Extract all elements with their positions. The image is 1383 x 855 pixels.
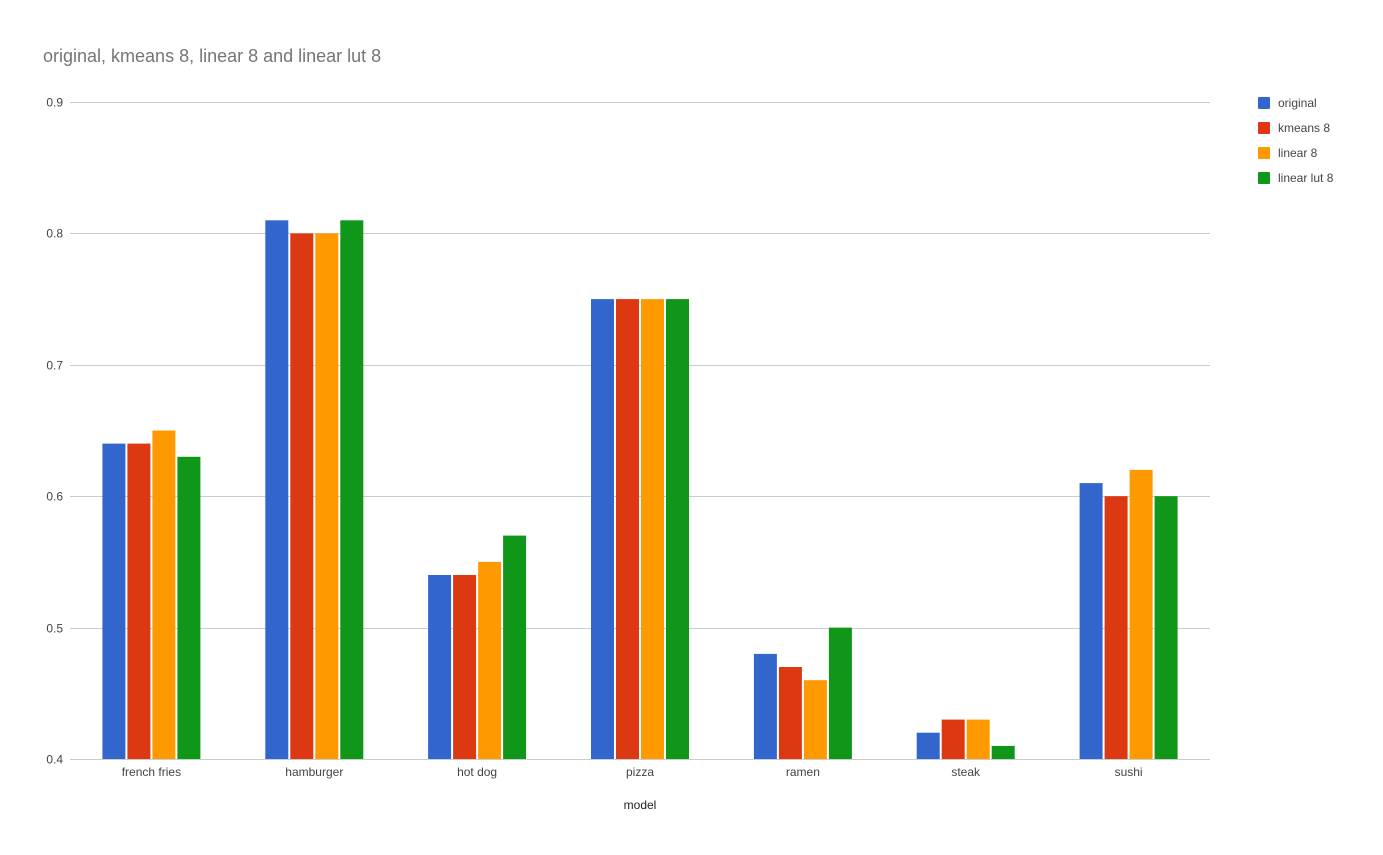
bar-linear-8-ramen bbox=[803, 680, 827, 759]
y-tick-label: 0.7 bbox=[46, 359, 63, 373]
x-category-label: steak bbox=[951, 765, 981, 779]
bar-original-pizza bbox=[591, 299, 614, 759]
bar-kmeans-8-french-fries bbox=[127, 443, 151, 759]
y-tick-label: 0.9 bbox=[46, 96, 63, 110]
bar-linear-lut-8-steak bbox=[991, 745, 1015, 759]
bar-linear-lut-8-pizza bbox=[666, 299, 689, 759]
legend-swatch bbox=[1258, 172, 1270, 184]
legend-swatch bbox=[1258, 122, 1270, 134]
bar-linear-lut-8-ramen bbox=[828, 627, 852, 759]
bar-kmeans-8-pizza bbox=[616, 299, 639, 759]
bar-original-ramen bbox=[753, 653, 777, 759]
x-axis-title: model bbox=[624, 798, 657, 812]
bar-linear-8-steak bbox=[966, 719, 990, 759]
gridlines bbox=[70, 102, 1210, 760]
bar-linear-lut-8-hamburger bbox=[340, 220, 364, 760]
bar-kmeans-8-hot-dog bbox=[453, 575, 477, 759]
chart-title: original, kmeans 8, linear 8 and linear … bbox=[43, 46, 381, 66]
x-category-label: pizza bbox=[626, 765, 654, 779]
bar-original-french-fries bbox=[102, 443, 126, 759]
y-tick-label: 0.6 bbox=[46, 490, 63, 504]
bar-original-hot-dog bbox=[428, 575, 452, 759]
y-tick-label: 0.8 bbox=[46, 227, 63, 241]
x-category-label: french fries bbox=[122, 765, 181, 779]
bar-original-sushi bbox=[1079, 483, 1103, 759]
legend-swatch bbox=[1258, 97, 1270, 109]
legend: original kmeans 8 linear 8 linear lut 8 bbox=[1258, 96, 1334, 185]
x-category-label: ramen bbox=[786, 765, 820, 779]
bar-linear-8-hot-dog bbox=[478, 561, 502, 759]
x-category-label: hamburger bbox=[285, 765, 343, 779]
x-axis-categories: french fries hamburger hot dog pizza ramen st… bbox=[122, 765, 1143, 779]
bar-linear-8-sushi bbox=[1129, 469, 1153, 759]
bar-linear-8-french-fries bbox=[152, 430, 176, 759]
bar-linear-lut-8-hot-dog bbox=[503, 535, 527, 759]
bar-kmeans-8-sushi bbox=[1104, 496, 1128, 759]
y-axis-ticks: 0.4 0.5 0.6 0.7 0.8 0.9 bbox=[46, 96, 63, 767]
legend-label: linear lut 8 bbox=[1278, 171, 1334, 185]
legend-label: linear 8 bbox=[1278, 146, 1318, 160]
bar-kmeans-8-hamburger bbox=[290, 233, 314, 759]
bar-linear-lut-8-french-fries bbox=[177, 456, 201, 759]
bar-linear-8-pizza bbox=[641, 299, 664, 759]
y-tick-label: 0.5 bbox=[46, 622, 63, 636]
bar-original-hamburger bbox=[265, 220, 289, 760]
bar-kmeans-8-ramen bbox=[778, 667, 802, 759]
legend-label: original bbox=[1278, 96, 1317, 110]
bar-kmeans-8-steak bbox=[941, 719, 965, 759]
bar-linear-lut-8-sushi bbox=[1154, 496, 1178, 759]
legend-label: kmeans 8 bbox=[1278, 121, 1330, 135]
legend-swatch bbox=[1258, 147, 1270, 159]
bar-linear-8-hamburger bbox=[315, 233, 339, 759]
bar-original-steak bbox=[916, 732, 940, 759]
y-tick-label: 0.4 bbox=[46, 753, 63, 767]
x-category-label: hot dog bbox=[457, 765, 497, 779]
bars bbox=[102, 220, 1178, 760]
x-category-label: sushi bbox=[1115, 765, 1143, 779]
